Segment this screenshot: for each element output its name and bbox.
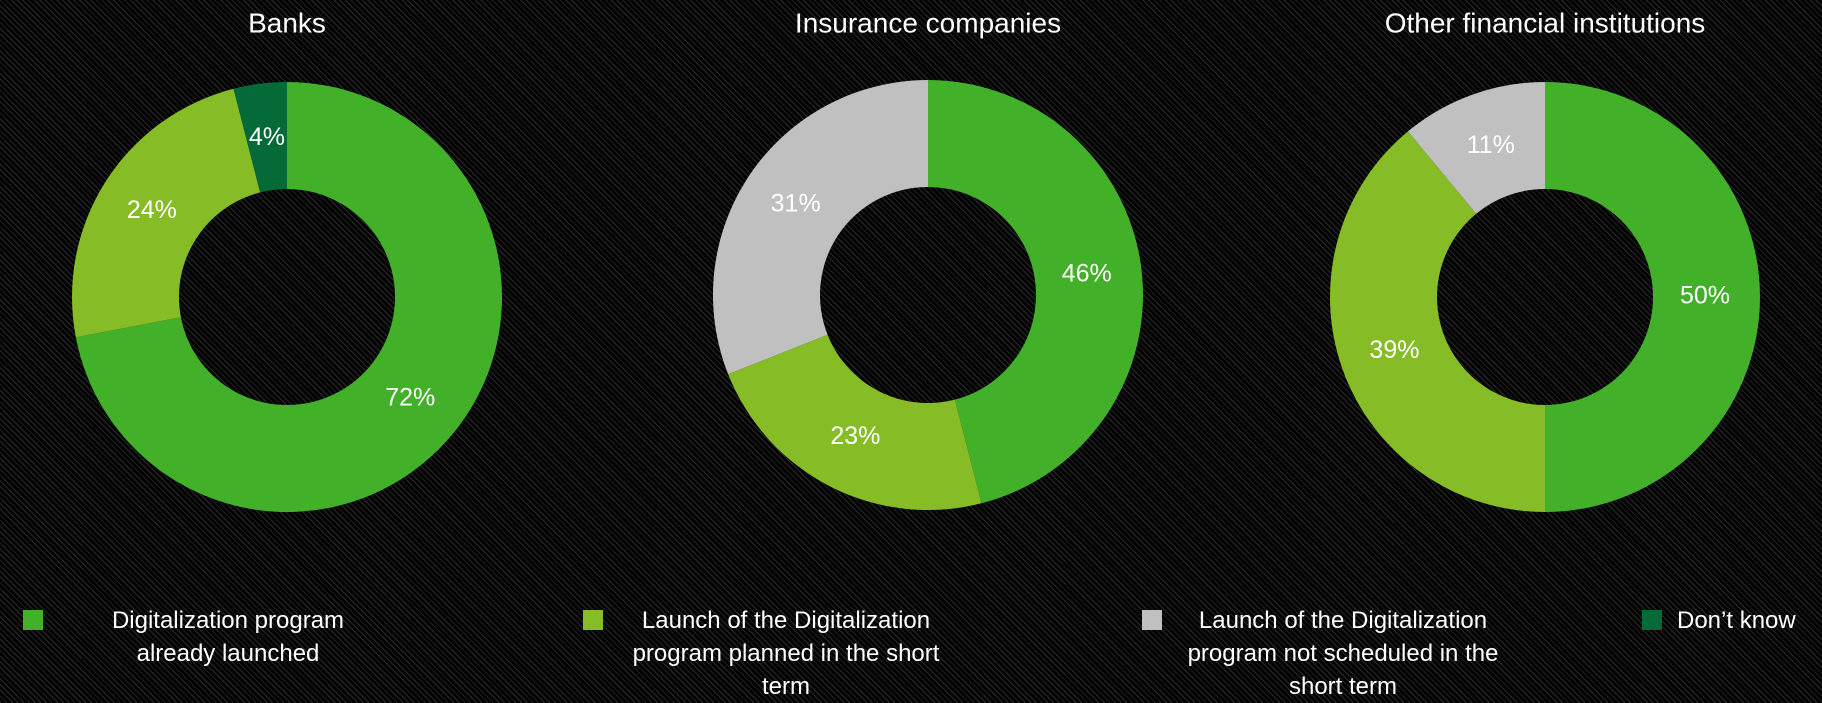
donut-slice bbox=[1330, 131, 1545, 512]
legend-swatch bbox=[1642, 610, 1662, 630]
donut-slice bbox=[928, 80, 1144, 504]
chart-title: Other financial institutions bbox=[1385, 7, 1706, 38]
legend-swatch bbox=[1142, 610, 1162, 630]
legend-swatch bbox=[23, 610, 43, 630]
data-label: 39% bbox=[1369, 336, 1419, 364]
data-label: 31% bbox=[771, 190, 821, 218]
chart-title: Insurance companies bbox=[795, 7, 1061, 38]
donut-slice bbox=[75, 82, 503, 512]
data-label: 50% bbox=[1680, 282, 1730, 310]
data-label: 11% bbox=[1467, 131, 1515, 159]
legend-label: Don’t know bbox=[1677, 607, 1796, 634]
data-label: 24% bbox=[127, 196, 177, 224]
donut-slice bbox=[72, 88, 261, 338]
legend-label: Digitalization program already launched bbox=[111, 607, 345, 667]
donut-slice bbox=[1407, 82, 1545, 214]
legend-label: Launch of the Digitalization program not… bbox=[1187, 607, 1499, 700]
data-label: 46% bbox=[1062, 260, 1112, 288]
legend-label: Launch of the Digitalization program pla… bbox=[632, 607, 940, 700]
data-label: 23% bbox=[830, 422, 880, 450]
donut-slice bbox=[233, 82, 287, 193]
donut-slice bbox=[1545, 82, 1760, 512]
data-label: 72% bbox=[385, 384, 435, 412]
legend-swatch bbox=[583, 610, 603, 630]
chart-title: Banks bbox=[248, 7, 326, 38]
donut-slice bbox=[713, 80, 928, 375]
donut-slice bbox=[728, 334, 982, 511]
data-label: 4% bbox=[249, 123, 285, 151]
